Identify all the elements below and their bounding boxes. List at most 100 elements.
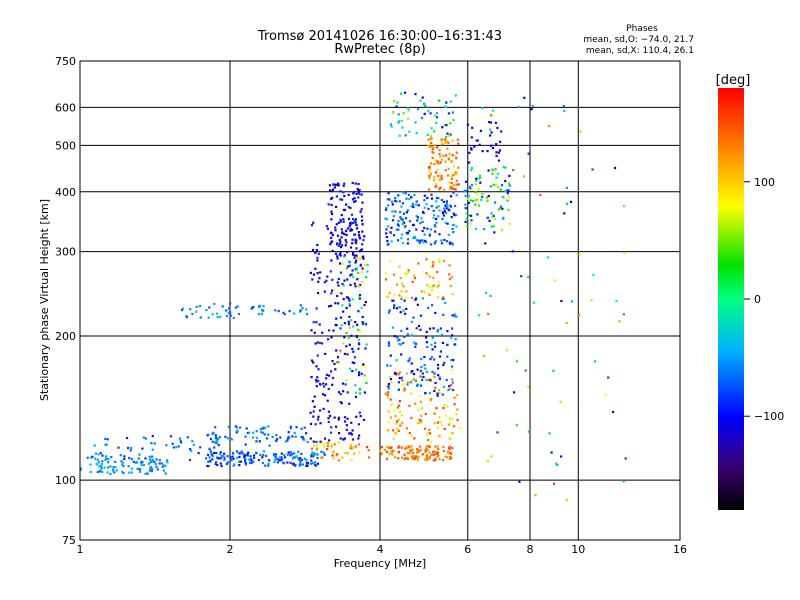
data-point bbox=[470, 214, 473, 217]
data-point bbox=[395, 105, 398, 108]
data-point bbox=[305, 464, 308, 467]
data-point bbox=[396, 371, 399, 374]
data-point bbox=[455, 412, 458, 416]
data-point bbox=[255, 436, 259, 439]
data-point bbox=[315, 249, 318, 252]
data-point bbox=[312, 221, 315, 224]
data-point bbox=[137, 467, 140, 471]
data-point bbox=[570, 300, 573, 303]
data-point bbox=[559, 401, 562, 404]
data-point bbox=[359, 210, 362, 213]
data-point bbox=[487, 312, 490, 315]
data-point bbox=[438, 178, 441, 181]
data-point bbox=[398, 134, 401, 137]
data-point bbox=[158, 459, 161, 462]
data-point bbox=[301, 463, 304, 466]
data-point bbox=[175, 446, 178, 449]
data-point bbox=[356, 323, 359, 326]
data-point bbox=[394, 210, 397, 213]
data-point bbox=[429, 440, 432, 444]
data-point bbox=[316, 457, 319, 460]
data-point bbox=[422, 375, 425, 379]
data-point bbox=[431, 156, 434, 160]
data-point bbox=[349, 246, 353, 249]
data-point bbox=[386, 396, 390, 399]
data-point bbox=[165, 444, 168, 447]
data-point bbox=[456, 418, 459, 422]
data-point bbox=[440, 140, 443, 143]
data-point bbox=[393, 304, 396, 307]
data-point bbox=[337, 284, 340, 287]
data-point bbox=[435, 217, 438, 221]
data-point bbox=[452, 231, 455, 234]
data-point bbox=[423, 427, 427, 430]
data-point bbox=[452, 212, 455, 215]
data-point bbox=[334, 368, 337, 371]
data-point bbox=[399, 424, 402, 427]
data-point bbox=[336, 294, 339, 298]
data-point bbox=[303, 457, 306, 460]
data-point bbox=[299, 460, 302, 463]
data-point bbox=[471, 126, 474, 129]
data-point bbox=[555, 462, 558, 465]
data-point bbox=[504, 180, 507, 183]
data-point bbox=[354, 182, 357, 185]
data-point bbox=[495, 143, 498, 146]
data-point bbox=[413, 193, 416, 196]
data-point bbox=[413, 341, 416, 344]
data-point bbox=[397, 219, 400, 223]
data-point bbox=[334, 229, 337, 232]
data-point bbox=[217, 437, 220, 440]
data-point bbox=[344, 239, 347, 242]
data-point bbox=[487, 195, 490, 198]
data-point bbox=[208, 447, 211, 450]
data-point bbox=[320, 456, 323, 459]
data-point bbox=[297, 450, 300, 453]
data-point bbox=[434, 230, 437, 233]
data-point bbox=[311, 400, 314, 403]
data-point bbox=[229, 458, 232, 461]
data-point bbox=[445, 141, 448, 144]
data-point bbox=[350, 459, 353, 462]
data-point bbox=[337, 221, 340, 224]
colorbar-tick-label: −100 bbox=[754, 410, 784, 423]
data-point bbox=[280, 456, 283, 459]
data-point bbox=[419, 448, 422, 451]
data-point bbox=[263, 433, 266, 436]
data-point bbox=[404, 447, 407, 450]
data-point bbox=[162, 469, 165, 472]
data-point bbox=[361, 321, 364, 324]
data-point bbox=[400, 353, 403, 356]
data-point bbox=[347, 323, 351, 326]
data-point bbox=[398, 294, 401, 297]
data-point bbox=[279, 456, 282, 459]
data-point bbox=[214, 434, 217, 437]
data-point bbox=[248, 431, 251, 434]
data-point bbox=[490, 212, 493, 215]
data-point bbox=[349, 274, 352, 277]
data-point bbox=[479, 176, 482, 179]
data-point bbox=[446, 451, 450, 454]
data-point bbox=[432, 264, 435, 267]
data-point bbox=[440, 174, 443, 177]
data-point bbox=[384, 208, 388, 211]
data-point bbox=[255, 451, 258, 454]
data-point bbox=[319, 440, 322, 443]
data-point bbox=[360, 306, 363, 309]
data-point bbox=[475, 139, 478, 142]
data-point bbox=[405, 290, 408, 293]
data-point bbox=[456, 394, 459, 397]
data-point bbox=[358, 250, 361, 253]
data-point bbox=[100, 467, 103, 470]
data-point bbox=[353, 446, 356, 449]
data-point bbox=[274, 456, 277, 459]
data-point bbox=[388, 309, 391, 312]
data-point bbox=[489, 294, 492, 297]
data-point bbox=[442, 154, 445, 157]
data-point bbox=[467, 161, 471, 164]
data-point bbox=[360, 219, 364, 222]
data-point bbox=[430, 145, 433, 148]
data-point bbox=[359, 263, 362, 266]
data-point bbox=[315, 446, 318, 449]
data-point bbox=[415, 203, 418, 206]
